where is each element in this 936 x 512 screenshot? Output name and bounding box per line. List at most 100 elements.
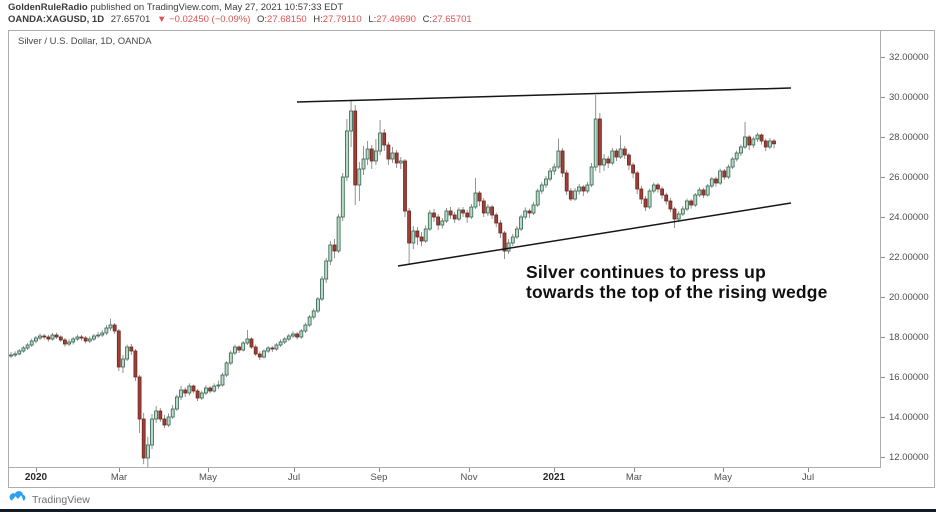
candle-body bbox=[759, 134, 764, 142]
candle-body bbox=[344, 130, 349, 178]
candle-body bbox=[361, 158, 366, 170]
y-axis-tick: 26.00000 bbox=[881, 171, 929, 183]
tradingview-logo-icon bbox=[8, 490, 27, 509]
y-axis-tick: 22.00000 bbox=[881, 251, 929, 263]
high-label: H: bbox=[313, 13, 323, 25]
y-axis-tick: 20.00000 bbox=[881, 291, 929, 303]
candle-body bbox=[722, 170, 727, 178]
candle-body bbox=[448, 210, 453, 216]
candle-body bbox=[436, 216, 441, 226]
x-axis-label: May bbox=[714, 472, 732, 483]
candle-body bbox=[79, 336, 84, 339]
candle-body bbox=[187, 385, 192, 394]
candle-body bbox=[494, 214, 499, 224]
candle-body bbox=[631, 164, 635, 174]
x-tick-dash bbox=[634, 468, 635, 472]
candle-body bbox=[278, 341, 283, 346]
candle-body bbox=[311, 310, 316, 318]
candle-body bbox=[332, 244, 337, 252]
candle-body bbox=[689, 200, 693, 206]
candle-body bbox=[212, 385, 217, 392]
low-label: L: bbox=[368, 13, 377, 25]
candle-body bbox=[734, 152, 739, 160]
candle-body bbox=[763, 140, 768, 148]
x-tick-dash bbox=[469, 468, 470, 472]
candle-body bbox=[87, 338, 92, 342]
candle-body bbox=[647, 190, 652, 208]
open-value: 27.68150 bbox=[267, 13, 307, 25]
candle-body bbox=[390, 152, 395, 160]
candle-body bbox=[203, 387, 208, 394]
candle-body bbox=[382, 132, 387, 146]
down-arrow-icon: ▼ bbox=[156, 13, 167, 25]
candle-body bbox=[282, 338, 287, 343]
candle-body bbox=[141, 418, 146, 459]
candle-body bbox=[54, 334, 59, 338]
candle-body bbox=[9, 354, 13, 357]
wedge-annotation-text: Silver continues to press up towards the… bbox=[526, 262, 828, 302]
candle-body bbox=[485, 206, 490, 214]
candle-body bbox=[183, 389, 188, 394]
candle-body bbox=[166, 416, 171, 426]
x-tick-dash bbox=[36, 468, 37, 472]
candle-body bbox=[228, 352, 233, 364]
candle-body bbox=[527, 210, 532, 214]
candle-body bbox=[502, 232, 507, 252]
y-axis-label: 32.00000 bbox=[889, 51, 929, 63]
chart-frame: Silver / U.S. Dollar, 1D, OANDA Silver c… bbox=[8, 30, 935, 488]
candle-body bbox=[92, 335, 96, 340]
candle-body bbox=[510, 236, 515, 244]
candle-body bbox=[423, 228, 428, 242]
tradingview-brand-link[interactable]: TradingView bbox=[32, 493, 90, 506]
y-axis-label: 24.00000 bbox=[889, 211, 929, 223]
candle-body bbox=[747, 136, 752, 146]
candle-body bbox=[556, 150, 561, 168]
axis-corner bbox=[881, 468, 935, 488]
candle-body bbox=[730, 158, 735, 168]
candle-body bbox=[535, 190, 540, 206]
candle-body bbox=[71, 338, 76, 343]
candle-body bbox=[676, 213, 681, 220]
candle-body bbox=[145, 444, 150, 459]
candle-body bbox=[174, 396, 179, 410]
candle-body bbox=[714, 178, 718, 184]
candle-body bbox=[154, 410, 159, 420]
candle-body bbox=[651, 184, 656, 192]
y-tick-dash bbox=[881, 136, 885, 138]
y-axis-label: 28.00000 bbox=[889, 131, 929, 143]
candle-body bbox=[299, 330, 304, 338]
candle-body bbox=[701, 189, 706, 196]
x-tick-dash bbox=[119, 468, 120, 472]
y-axis-label: 14.00000 bbox=[889, 411, 929, 423]
candle-body bbox=[656, 184, 660, 190]
candle-body bbox=[274, 344, 279, 350]
candle-body bbox=[58, 336, 63, 341]
candle-body bbox=[726, 166, 731, 178]
candle-body bbox=[291, 333, 295, 337]
candle-body bbox=[506, 242, 511, 252]
publish-line: GoldenRuleRadio published on TradingView… bbox=[8, 2, 472, 14]
candle-body bbox=[83, 337, 88, 342]
candle-body bbox=[544, 178, 548, 186]
candle-body bbox=[598, 118, 602, 166]
candle-body bbox=[303, 324, 308, 332]
annotation-line-2: towards the top of the rising wedge bbox=[526, 282, 828, 302]
y-axis-tick: 30.00000 bbox=[881, 91, 929, 103]
y-tick-dash bbox=[881, 56, 885, 58]
candle-body bbox=[63, 339, 67, 345]
low-value: 27.49690 bbox=[376, 13, 416, 25]
candle-body bbox=[75, 336, 80, 340]
candle-body bbox=[440, 220, 445, 226]
candle-body bbox=[137, 376, 142, 420]
y-tick-dash bbox=[881, 96, 885, 98]
candle-body bbox=[415, 230, 420, 238]
candle-body bbox=[693, 194, 698, 206]
candle-body bbox=[266, 347, 271, 352]
candle-body bbox=[307, 316, 312, 326]
candle-body bbox=[220, 374, 225, 386]
candle-body bbox=[13, 353, 17, 356]
candle-body bbox=[718, 170, 722, 184]
chart-symbol-title: Silver / U.S. Dollar, 1D, OANDA bbox=[18, 36, 152, 47]
candle-body bbox=[444, 210, 449, 222]
x-axis-label: May bbox=[199, 472, 217, 483]
